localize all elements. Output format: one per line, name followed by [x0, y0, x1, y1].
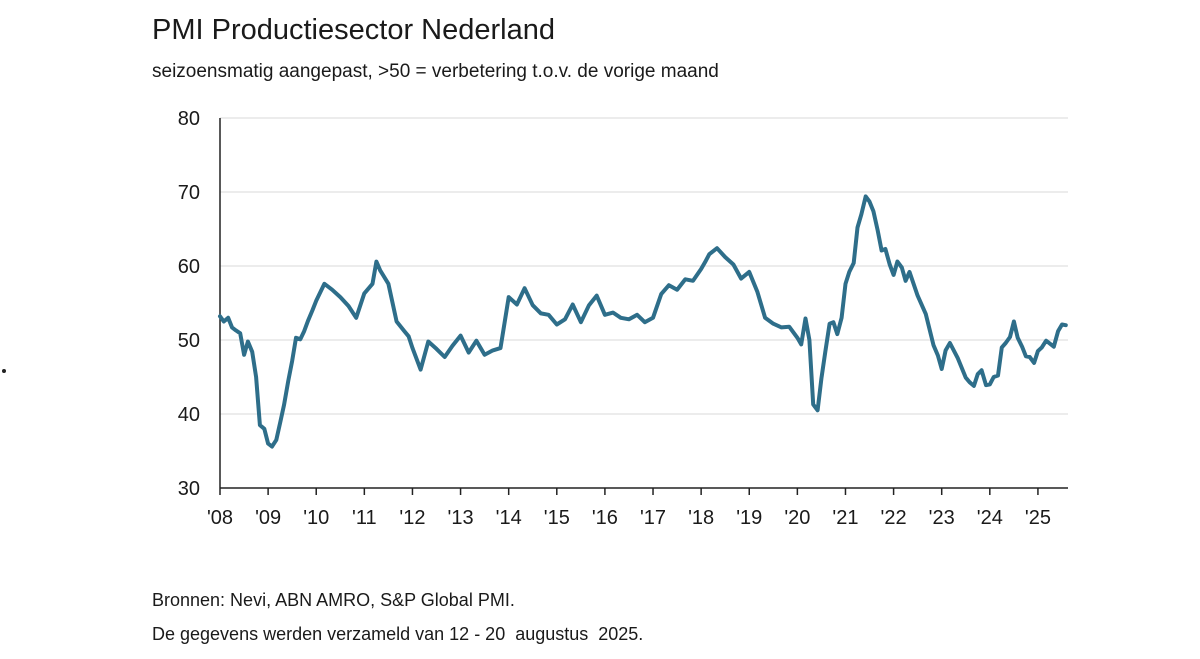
series-line — [218, 194, 1068, 449]
y-tick-label: 30 — [178, 478, 200, 500]
x-tick-label: '21 — [832, 507, 858, 529]
y-tick-label: 70 — [178, 182, 200, 204]
x-tick-label: '19 — [736, 507, 762, 529]
chart-title: PMI Productiesector Nederland — [152, 14, 555, 46]
x-tick-label: '12 — [399, 507, 425, 529]
x-tick-label: '18 — [688, 507, 714, 529]
x-tick-label: '09 — [255, 507, 281, 529]
x-tick-label: '15 — [544, 507, 570, 529]
x-tick-label: '16 — [592, 507, 618, 529]
chart-subtitle: seizoensmatig aangepast, >50 = verbeteri… — [152, 61, 719, 82]
x-tick-label: '13 — [448, 507, 474, 529]
x-tick-label: '23 — [929, 507, 955, 529]
x-tick-label: '25 — [1025, 507, 1051, 529]
x-tick-label: '08 — [207, 507, 233, 529]
x-tick-label: '24 — [977, 507, 1003, 529]
collection-note: De gegevens werden verzameld van 12 - 20… — [152, 624, 644, 644]
x-tick-label: '17 — [640, 507, 666, 529]
x-tick-label: '10 — [303, 507, 329, 529]
y-tick-label: 80 — [178, 108, 200, 130]
x-tick-label: '20 — [784, 507, 810, 529]
source-note: Bronnen: Nevi, ABN AMRO, S&P Global PMI. — [152, 590, 515, 610]
stray-dot — [2, 369, 6, 373]
y-tick-label: 50 — [178, 330, 200, 352]
y-tick-label: 60 — [178, 256, 200, 278]
y-tick-label: 40 — [178, 404, 200, 426]
x-tick-label: '14 — [496, 507, 522, 529]
x-tick-label: '11 — [352, 507, 377, 529]
x-tick-label: '22 — [881, 507, 907, 529]
